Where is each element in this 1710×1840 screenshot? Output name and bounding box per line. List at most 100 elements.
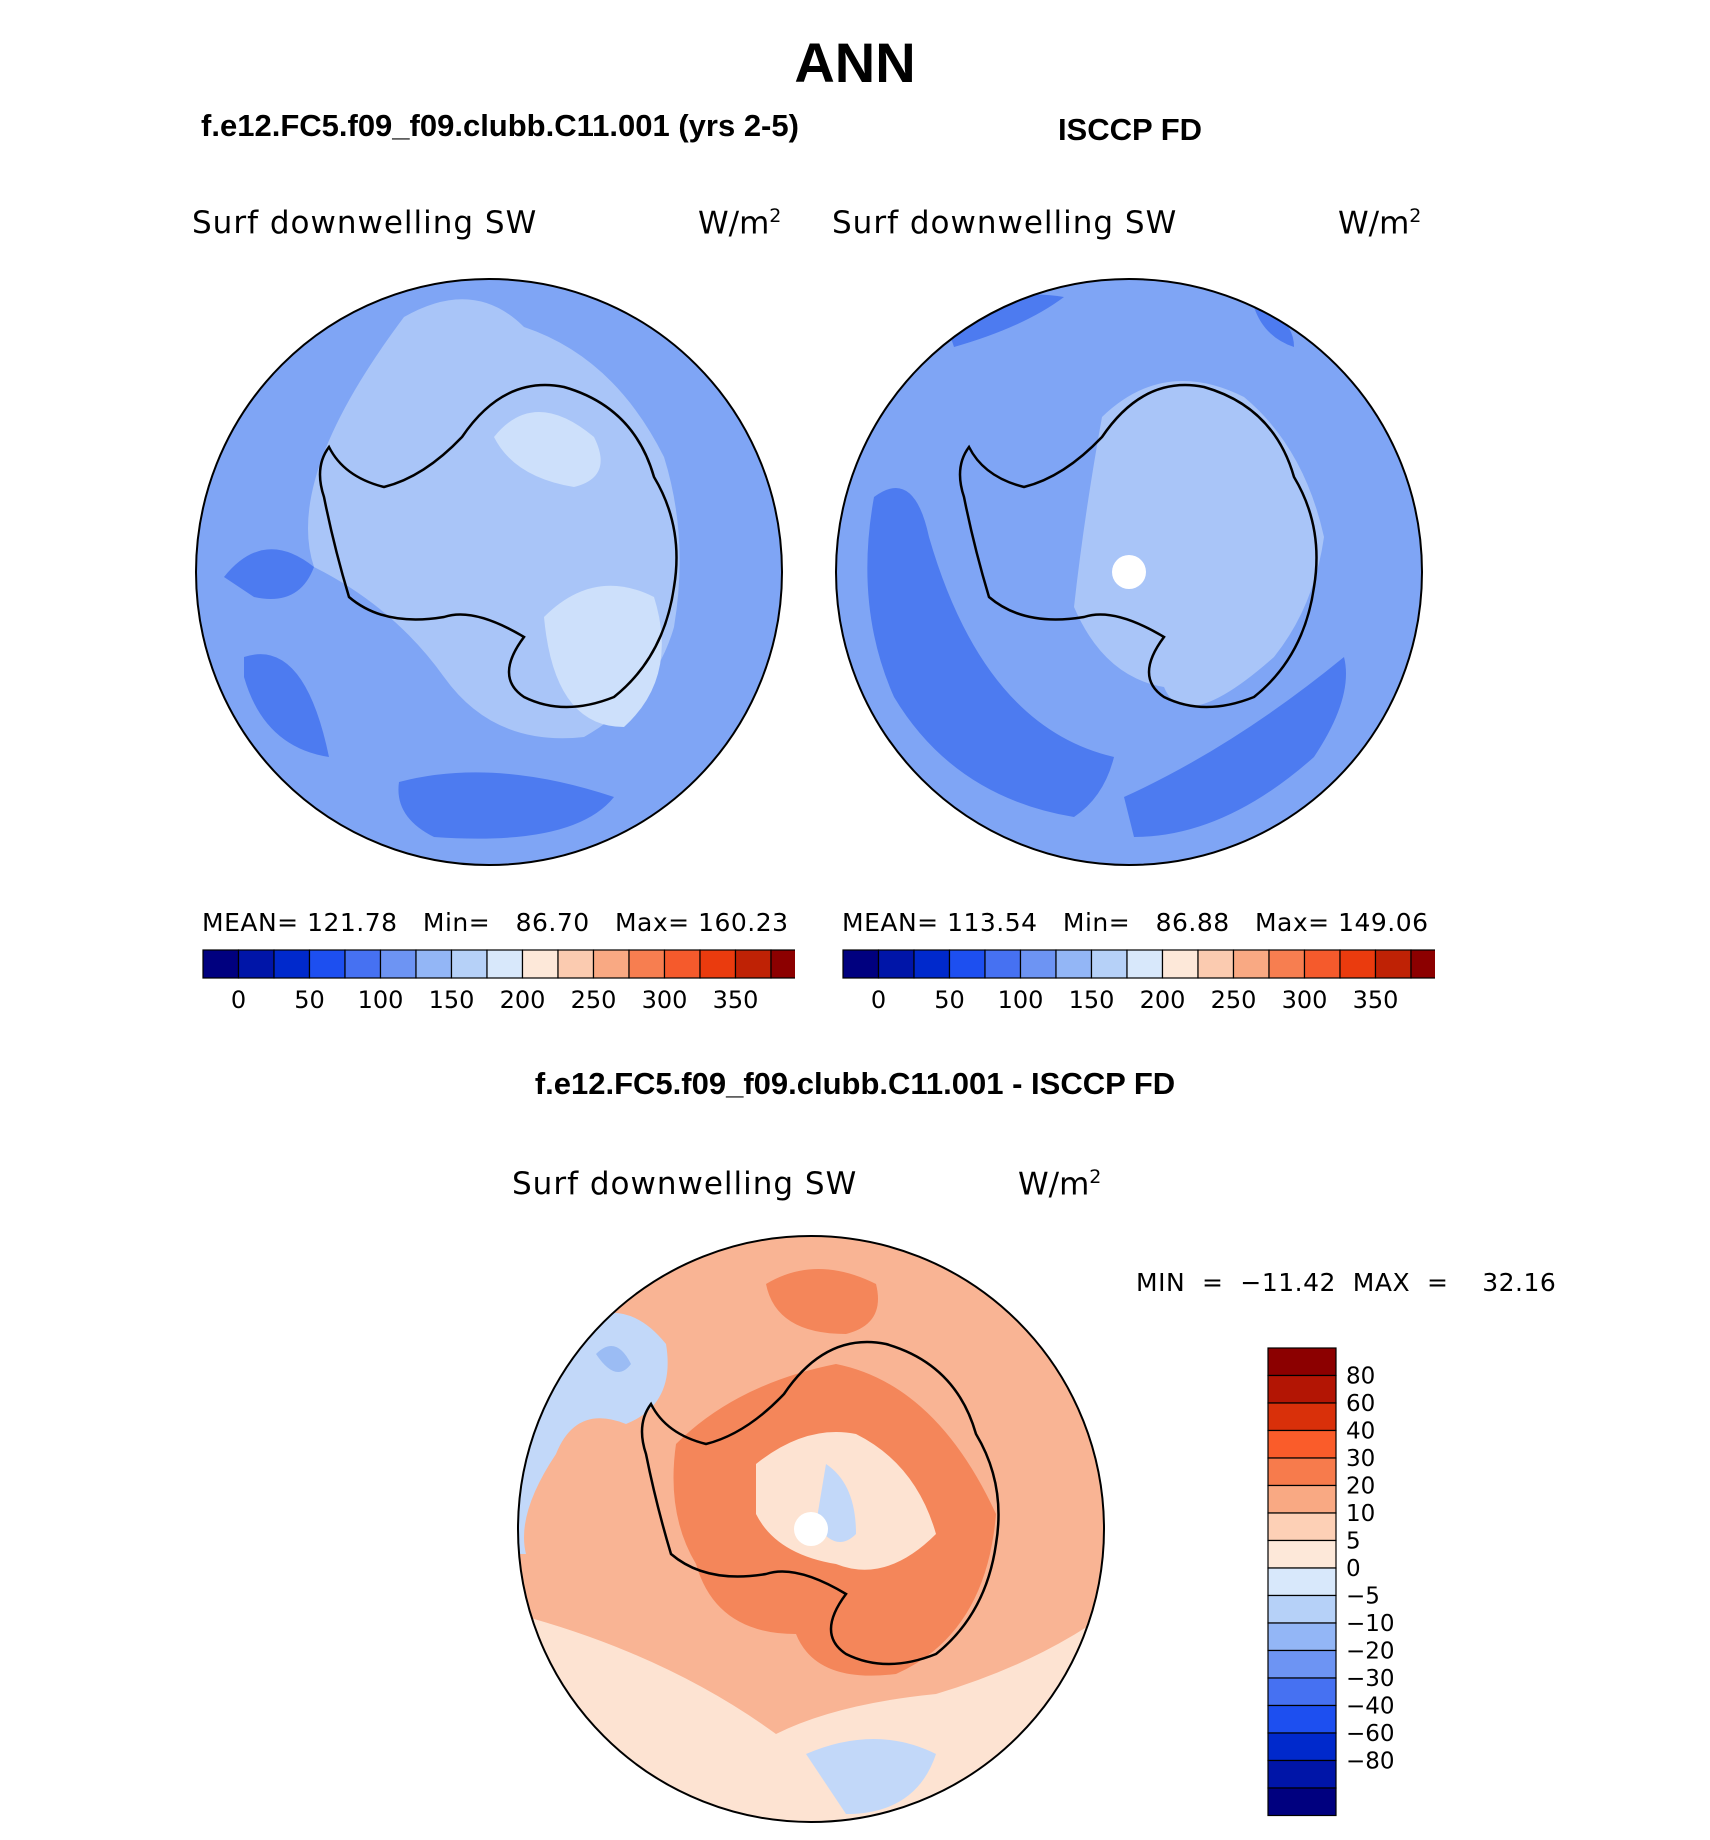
colorbar-swatch <box>415 949 453 979</box>
colorbar-tick-label: 50 <box>934 986 965 1014</box>
colorbar-swatch <box>1267 1594 1337 1624</box>
colorbar-swatch <box>273 949 311 979</box>
pole-hole <box>794 1512 828 1546</box>
map-region-low-sw <box>398 772 614 839</box>
colorbar-swatch <box>1267 1704 1337 1734</box>
map-boundary <box>517 1235 1105 1823</box>
colorbar-tick-label: 60 <box>1346 1391 1375 1417</box>
colorbar-swatch <box>699 949 737 979</box>
obs-units-label: W/m2 <box>1338 205 1422 242</box>
colorbar-tick-label: 0 <box>231 986 246 1014</box>
colorbar-swatch <box>344 949 382 979</box>
colorbar-tick-label: 250 <box>1211 986 1257 1014</box>
colorbar-swatch <box>1267 1677 1337 1707</box>
colorbar-tick-label: 200 <box>500 986 546 1014</box>
colorbar-tick-label: 300 <box>1282 986 1328 1014</box>
page-title: ANN <box>794 31 916 94</box>
colorbar-tick-label: −20 <box>1346 1639 1395 1665</box>
antarctica-coastline <box>318 383 678 709</box>
colorbar-swatch <box>1339 949 1377 979</box>
colorbar-swatch <box>1267 1484 1337 1514</box>
diff-minmax: MIN = −11.42 MAX = 32.16 <box>1136 1268 1557 1297</box>
colorbar-swatch <box>663 949 701 979</box>
colorbar-tick-label: 200 <box>1140 986 1186 1014</box>
colorbar-swatch <box>877 949 915 979</box>
colorbar-tick-label: −60 <box>1346 1721 1395 1747</box>
map-region-low-sw <box>244 654 329 757</box>
colorbar-swatch <box>1267 1402 1337 1432</box>
map-region-low-sw <box>196 397 224 427</box>
diff-units-label: W/m2 <box>1018 1166 1102 1203</box>
colorbar-swatch <box>450 949 488 979</box>
colorbar-tick-label: 0 <box>1346 1556 1361 1582</box>
colorbar-swatch <box>1268 949 1306 979</box>
colorbar-swatch <box>1126 949 1164 979</box>
colorbar-swatch <box>1267 1787 1337 1817</box>
colorbar-tick-label: 300 <box>642 986 688 1014</box>
colorbar-swatch <box>1267 1512 1337 1542</box>
colorbar-tick-label: 0 <box>871 986 886 1014</box>
colorbar-swatch <box>557 949 595 979</box>
map-region-mid-sw <box>1074 381 1324 707</box>
colorbar-swatch <box>1019 949 1057 979</box>
colorbar-tick-label: 10 <box>1346 1501 1375 1527</box>
colorbar-swatch <box>1267 1539 1337 1569</box>
colorbar-tick-label: 20 <box>1346 1474 1375 1500</box>
colorbar-swatch <box>379 949 417 979</box>
model-stats: MEAN= 121.78 Min= 86.70 Max= 160.23 <box>202 908 789 937</box>
colorbar-swatch <box>734 949 772 979</box>
map-region-diff-negative <box>806 1739 936 1814</box>
colorbar-swatch <box>913 949 951 979</box>
colorbar-tick-label: −40 <box>1346 1694 1395 1720</box>
map-region-low-sw <box>1254 307 1294 347</box>
colorbar-swatch <box>592 949 630 979</box>
map-region-low-sw <box>867 488 1114 817</box>
colorbar-swatch <box>486 949 524 979</box>
colorbar-swatch <box>1267 1732 1337 1762</box>
model-colorbar: 0 50 100 150 200 250 300 350 <box>202 949 795 1014</box>
model-panel-title: f.e12.FC5.f09_f09.clubb.C11.001 (yrs 2-5… <box>201 108 799 143</box>
colorbar-tick-label: 5 <box>1346 1529 1361 1555</box>
colorbar-swatch <box>1267 1759 1337 1789</box>
colorbar-swatch <box>1303 949 1341 979</box>
colorbar-swatch <box>1410 949 1435 979</box>
colorbar-swatch <box>628 949 666 979</box>
map-region-low-sw <box>1124 657 1346 837</box>
antarctica-coastline <box>640 1340 1000 1666</box>
colorbar-swatch <box>521 949 559 979</box>
diff-panel-title: f.e12.FC5.f09_f09.clubb.C11.001 - ISCCP … <box>534 1066 1176 1101</box>
colorbar-tick-label: 30 <box>1346 1446 1375 1472</box>
colorbar-tick-label: −10 <box>1346 1611 1395 1637</box>
map-region-diff-negative <box>596 1346 631 1372</box>
colorbar-tick-label: 350 <box>1353 986 1399 1014</box>
colorbar-tick-label: −5 <box>1346 1584 1380 1610</box>
model-units-label: W/m2 <box>698 205 782 242</box>
colorbar-tick-label: 100 <box>998 986 1044 1014</box>
model-variable-label: Surf downwelling SW <box>192 205 538 241</box>
colorbar-swatch <box>1267 1457 1337 1487</box>
colorbar-swatch <box>308 949 346 979</box>
map-region-diff-strong <box>766 1269 878 1334</box>
colorbar-swatch <box>1267 1622 1337 1652</box>
colorbar-tick-label: 250 <box>571 986 617 1014</box>
colorbar-swatch <box>237 949 275 979</box>
colorbar-swatch <box>1055 949 1093 979</box>
colorbar-swatch <box>948 949 986 979</box>
colorbar-swatch <box>842 949 880 979</box>
colorbar-tick-label: 150 <box>429 986 475 1014</box>
colorbar-tick-label: −30 <box>1346 1666 1395 1692</box>
colorbar-swatch <box>770 949 795 979</box>
diff-variable-label: Surf downwelling SW <box>512 1166 858 1202</box>
map-boundary <box>195 278 783 866</box>
colorbar-tick-label: 40 <box>1346 1419 1375 1445</box>
obs-colorbar: 0 50 100 150 200 250 300 350 <box>842 949 1435 1014</box>
map-region-high-sw <box>544 585 662 727</box>
colorbar-tick-label: 80 <box>1346 1364 1375 1390</box>
colorbar-tick-label: 50 <box>294 986 325 1014</box>
colorbar-swatch <box>1197 949 1235 979</box>
obs-stats: MEAN= 113.54 Min= 86.88 Max= 149.06 <box>842 908 1429 937</box>
colorbar-swatch <box>984 949 1022 979</box>
colorbar-swatch <box>202 949 240 979</box>
pole-hole <box>1112 555 1146 589</box>
